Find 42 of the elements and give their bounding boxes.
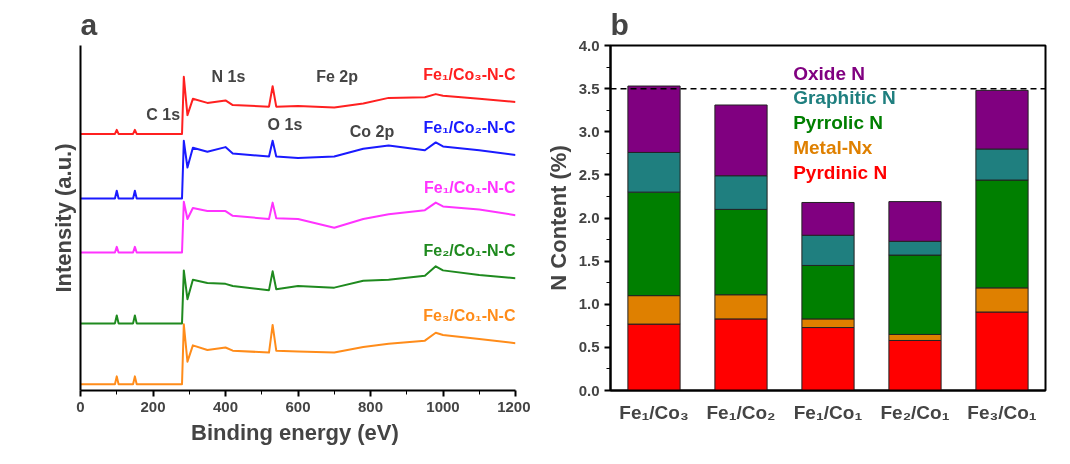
y-axis-title: Intensity (a.u.) bbox=[50, 143, 76, 293]
x-tick-label: 0 bbox=[76, 397, 85, 415]
series-label: Fe₃/Co₁-N-C bbox=[423, 307, 516, 325]
x-tick-label: Fe₁/Co₂ bbox=[706, 401, 776, 423]
x-tick-label: 1000 bbox=[426, 397, 460, 415]
x-tick-label: Fe₃/Co₁ bbox=[967, 401, 1037, 423]
x-axis-title: Binding energy (eV) bbox=[191, 419, 399, 445]
annotation: C 1s bbox=[146, 106, 181, 123]
series-label: Fe₁/Co₁-N-C bbox=[424, 179, 516, 197]
x-tick-label: 200 bbox=[140, 397, 166, 415]
text: Metal-Nx bbox=[793, 137, 873, 159]
bar bbox=[888, 339, 942, 391]
annotation: O 1s bbox=[267, 116, 303, 134]
annotation: Co 2p bbox=[349, 123, 395, 141]
chart-title: a bbox=[80, 7, 98, 41]
x-tick-label: Fe₁/Co₃ bbox=[619, 401, 689, 423]
series-label: Fe₁/Co₂-N-C bbox=[423, 119, 516, 137]
y-tick-label: 4.0 bbox=[578, 36, 600, 54]
x-tick-label: 1200 bbox=[497, 397, 531, 415]
x-tick-label: 400 bbox=[212, 397, 239, 415]
y-tick-label: 1.0 bbox=[578, 295, 600, 313]
annotation: Fe 2p bbox=[316, 68, 359, 86]
y-tick-label: 2.5 bbox=[578, 165, 600, 183]
text: Graphitic N bbox=[793, 87, 896, 109]
y-tick-label: 3.0 bbox=[578, 122, 600, 140]
annotation: N 1s bbox=[211, 68, 246, 86]
y-tick-label: 3.5 bbox=[578, 79, 600, 97]
y-tick-label: 1.5 bbox=[578, 252, 600, 270]
x-tick-label: 600 bbox=[285, 397, 311, 415]
text: Pyrrolic N bbox=[793, 112, 883, 134]
y-tick-label: 0.0 bbox=[578, 381, 600, 399]
series-label: Fe₂/Co₁-N-C bbox=[423, 242, 516, 260]
series-label: Fe₁/Co₃-N-C bbox=[423, 66, 516, 84]
y-tick-label: 0.5 bbox=[578, 338, 600, 356]
y-axis-title: N Content (%) bbox=[545, 145, 571, 291]
y-tick-label: 2.0 bbox=[578, 209, 600, 226]
series-label: Oxide N bbox=[793, 62, 866, 84]
text: Pyrdinic N bbox=[793, 161, 888, 183]
x-tick-label: 800 bbox=[357, 397, 384, 415]
chart-title: b bbox=[610, 7, 629, 41]
x-tick-label: Fe₁/Co₁ bbox=[793, 401, 863, 423]
x-tick-label: Fe₂/Co₁ bbox=[880, 401, 950, 423]
